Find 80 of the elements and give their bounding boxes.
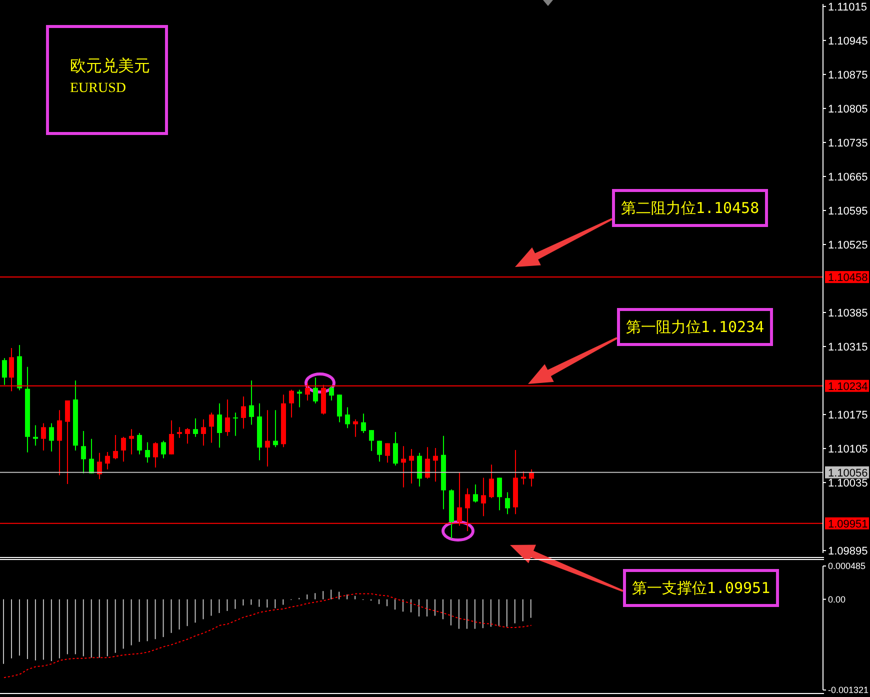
y-tick-label: 1.10875 (828, 69, 868, 82)
candlestick (473, 484, 478, 503)
y-tick-label: 1.10385 (828, 307, 868, 320)
candlestick (201, 418, 206, 446)
y-tick-label: -0.001321 (828, 685, 869, 696)
candlestick (265, 410, 270, 468)
candlestick (497, 477, 502, 511)
annotation: 第二阻力位1.10458 (620, 199, 760, 217)
candlestick (489, 464, 494, 499)
y-tick-label: 1.10805 (828, 103, 868, 116)
candlestick (241, 396, 246, 430)
y-tick-label: 1.10735 (828, 137, 868, 150)
candlestick (33, 424, 38, 446)
y-tick-label: 0.00 (828, 594, 846, 604)
ref-line-label: 1.10458 (828, 272, 868, 284)
candlestick (185, 428, 190, 444)
candlestick (425, 446, 430, 480)
y-tick-label: 1.11015 (828, 1, 867, 14)
candlestick (145, 442, 150, 464)
candlestick (2, 358, 7, 386)
candlestick (137, 432, 142, 455)
candlestick (273, 410, 278, 448)
candlestick (313, 377, 318, 404)
candlestick (505, 492, 510, 515)
candlestick (345, 406, 350, 429)
y-tick-label: 1.10945 (828, 35, 868, 48)
candlestick (49, 422, 54, 452)
candlestick (417, 452, 422, 487)
candlestick (129, 428, 134, 455)
candlestick (177, 426, 182, 438)
y-tick-label: 1.09895 (828, 545, 868, 558)
ref-line-label: 1.10234 (828, 380, 868, 393)
text: 欧元兑美元 (70, 56, 150, 75)
ref-line-label: 1.09951 (828, 518, 868, 530)
candlestick (249, 380, 254, 426)
candlestick (225, 398, 230, 436)
y-tick-label: 1.10105 (828, 443, 868, 456)
candlestick (361, 413, 366, 434)
candlestick (105, 451, 110, 470)
y-tick-label: 0.000485 (828, 561, 866, 572)
candlestick (289, 389, 294, 418)
candlestick (65, 400, 70, 485)
candlestick (193, 418, 198, 438)
y-tick-label: 1.10525 (828, 239, 868, 252)
y-tick-label: 1.10175 (828, 409, 868, 422)
candlestick (153, 442, 158, 468)
candlestick (121, 436, 126, 462)
candlestick (57, 410, 62, 476)
candlestick (81, 430, 86, 474)
annotation: 第一阻力位1.10234 (626, 318, 764, 336)
y-tick-label: 1.10595 (828, 205, 868, 218)
candlestick (89, 438, 94, 474)
candlestick (233, 412, 238, 436)
candlestick (41, 422, 46, 451)
candlestick (337, 394, 342, 423)
candlestick (401, 446, 406, 488)
text: EURUSD (70, 81, 126, 96)
candlestick (433, 448, 438, 482)
candlestick (393, 432, 398, 466)
candlestick (385, 442, 390, 464)
candlestick (297, 389, 302, 408)
candlestick (161, 440, 166, 459)
candlestick (481, 477, 486, 517)
candlestick (97, 452, 102, 480)
candlestick (209, 412, 214, 444)
candlestick (217, 402, 222, 448)
candlestick (377, 440, 382, 462)
annotation: 第一支撑位1.09951 (632, 579, 770, 597)
y-tick-label: 1.10665 (828, 171, 868, 184)
candlestick (369, 430, 374, 452)
candlestick (409, 448, 414, 484)
line-series (3, 593, 532, 678)
y-tick-label: 1.10315 (828, 341, 868, 354)
y-tick-label: 1.10035 (828, 477, 868, 490)
candlestick (521, 470, 526, 485)
candlestick (353, 418, 358, 438)
candlestick (329, 385, 334, 401)
candlestick (169, 420, 174, 455)
candlestick (113, 434, 118, 460)
ref-line-label: 1.10056 (828, 467, 868, 480)
